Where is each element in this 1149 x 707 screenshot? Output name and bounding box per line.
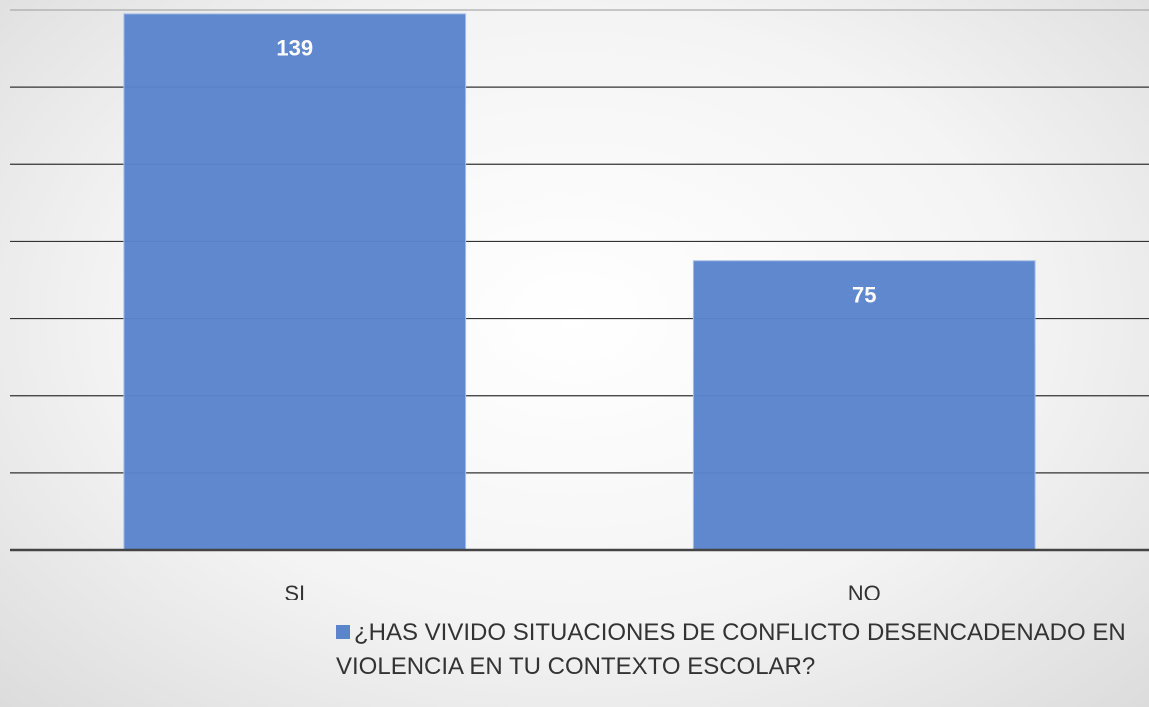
x-tick-label: NO	[848, 581, 881, 600]
chart: SI 139 NO 75	[10, 9, 1149, 600]
legend-swatch	[336, 625, 350, 639]
x-tick-label: SI	[284, 581, 305, 600]
data-label: 139	[276, 36, 313, 61]
legend-label: ¿HAS VIVIDO SITUACIONES DE CONFLICTO DES…	[336, 619, 1126, 680]
data-label: 75	[852, 283, 876, 308]
legend: ¿HAS VIVIDO SITUACIONES DE CONFLICTO DES…	[336, 616, 1136, 684]
bar	[123, 13, 467, 551]
